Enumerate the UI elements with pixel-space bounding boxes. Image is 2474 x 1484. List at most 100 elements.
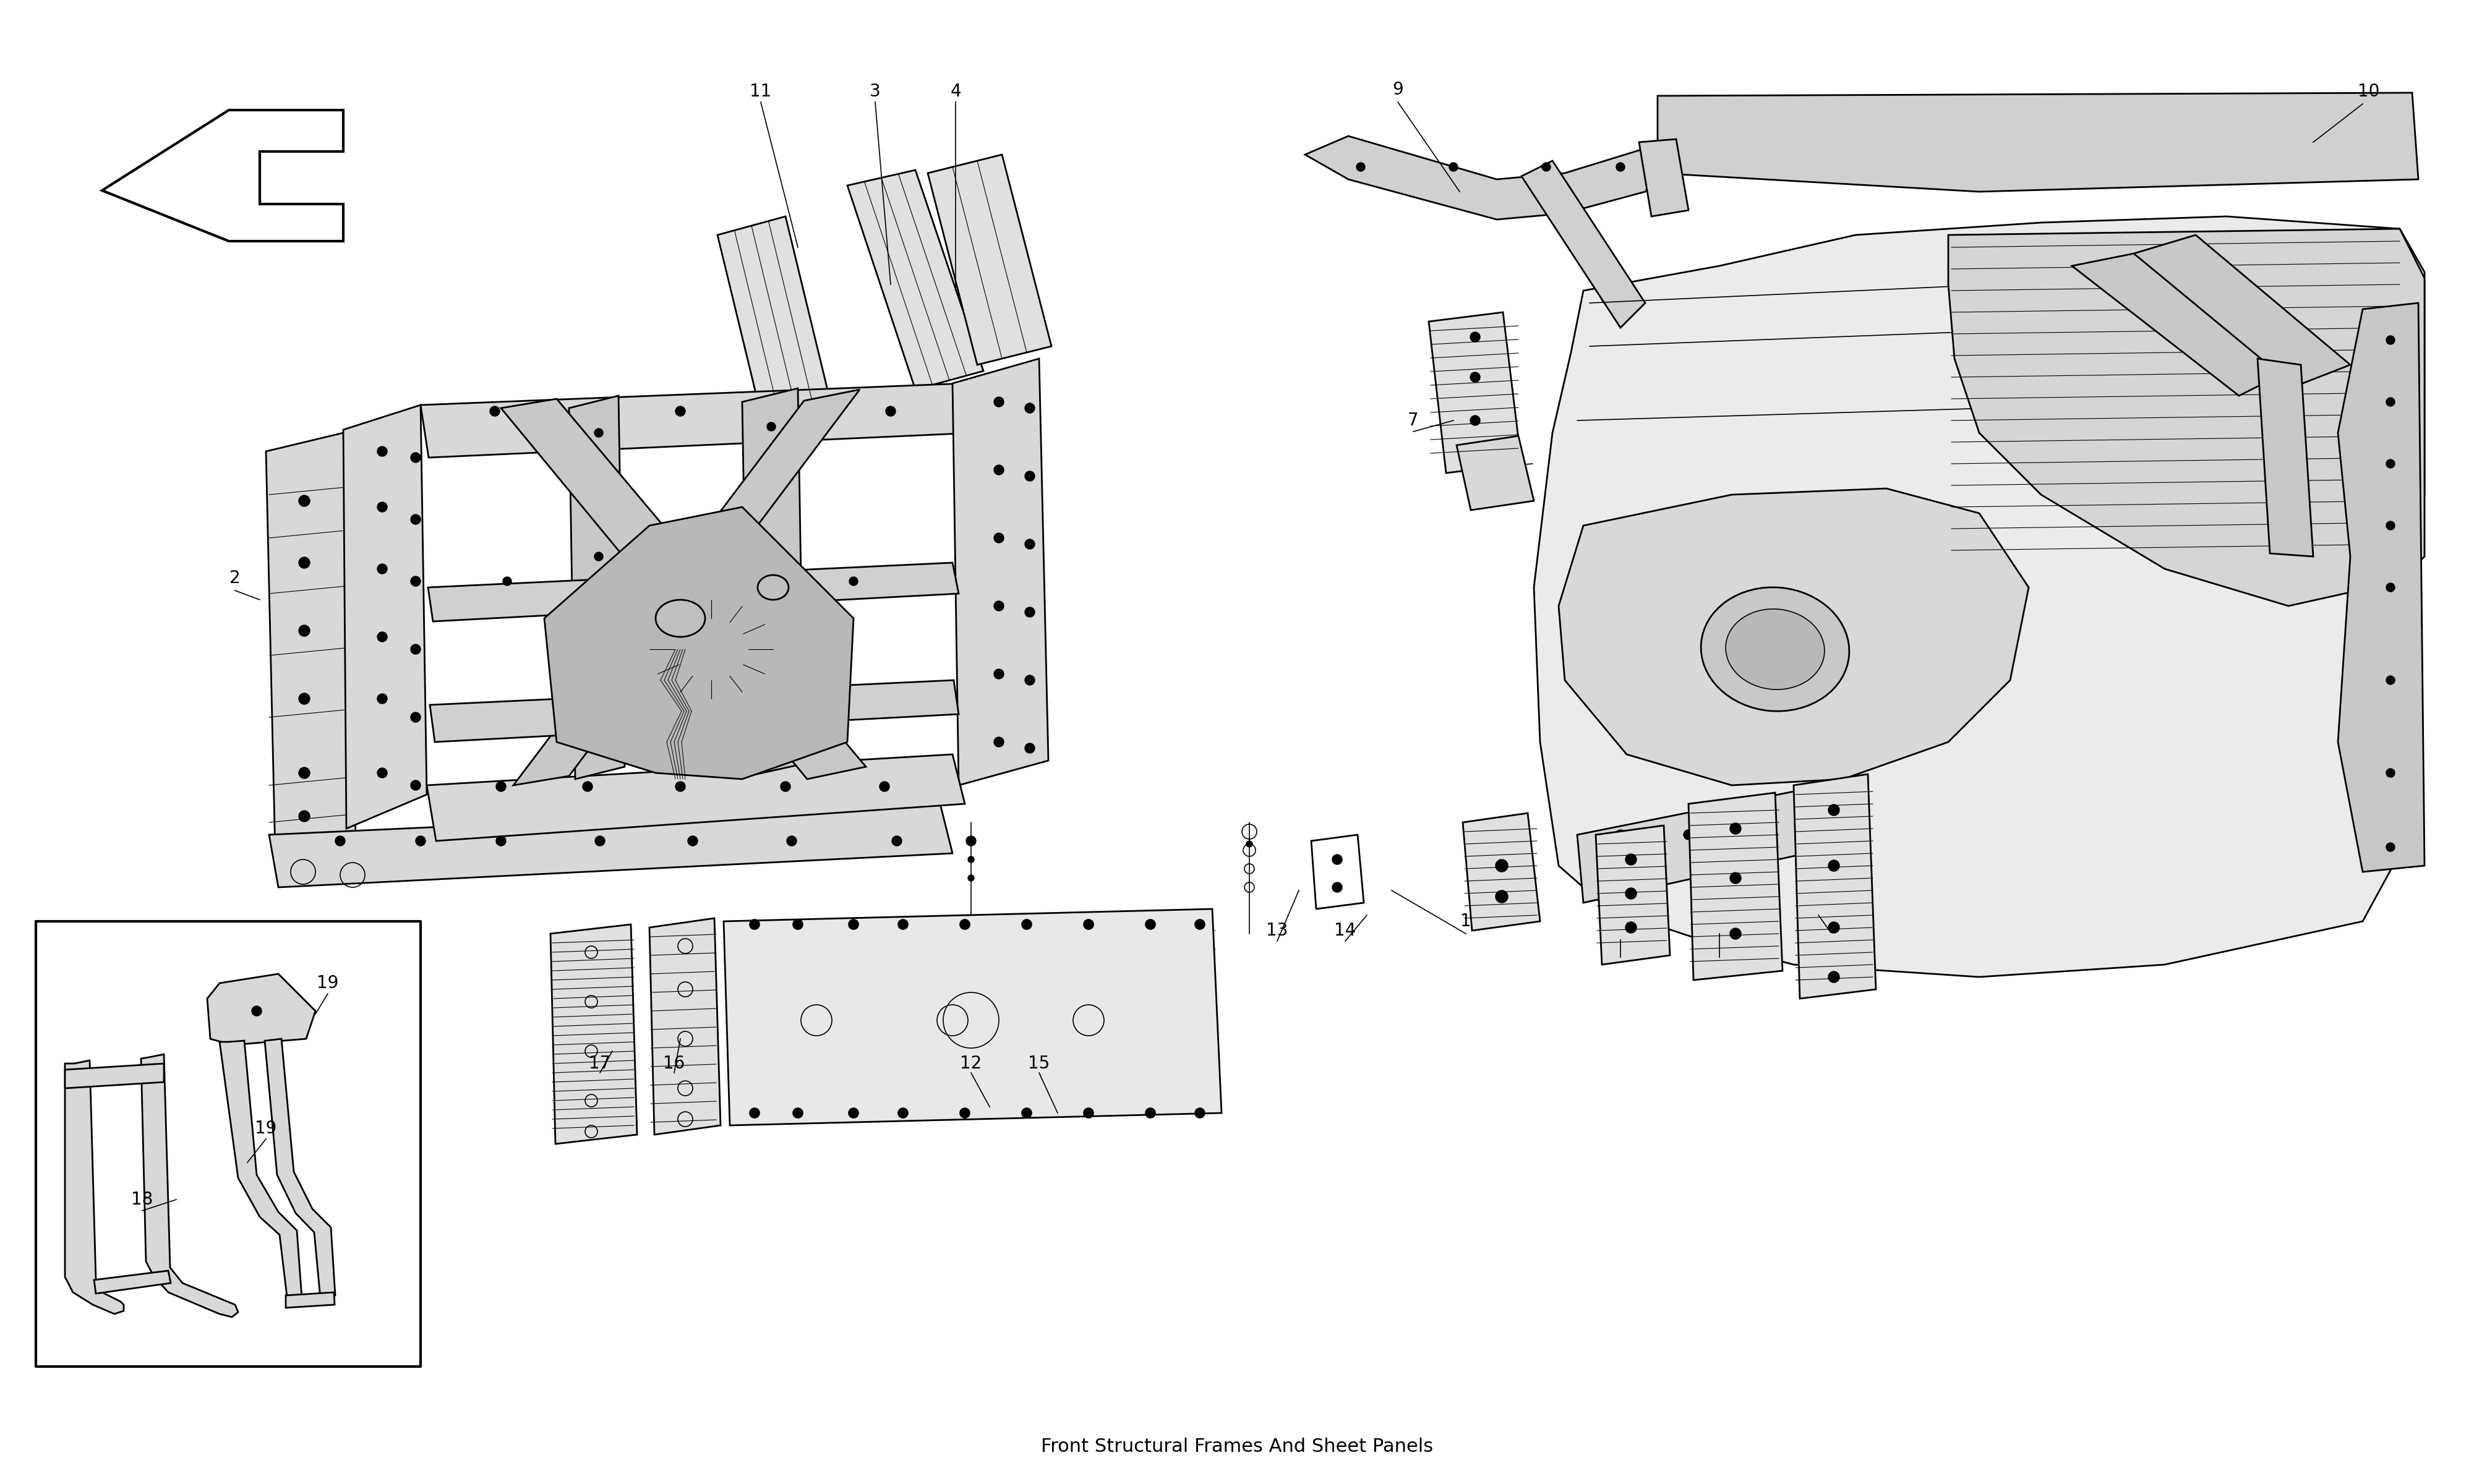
Polygon shape — [1578, 791, 1806, 902]
Polygon shape — [265, 1039, 336, 1298]
Polygon shape — [1559, 488, 2029, 785]
Circle shape — [299, 496, 309, 506]
Circle shape — [1828, 972, 1841, 982]
Polygon shape — [500, 399, 866, 779]
Circle shape — [376, 769, 386, 778]
Ellipse shape — [1727, 608, 1823, 690]
Circle shape — [376, 447, 386, 457]
Circle shape — [1625, 887, 1638, 899]
Circle shape — [1024, 743, 1034, 752]
Text: 18: 18 — [131, 1190, 153, 1208]
Polygon shape — [2256, 359, 2313, 556]
Circle shape — [1729, 873, 1742, 883]
Text: 19: 19 — [255, 1120, 277, 1137]
Polygon shape — [101, 110, 344, 240]
Polygon shape — [515, 389, 861, 785]
Circle shape — [594, 490, 604, 499]
Circle shape — [376, 693, 386, 703]
Polygon shape — [1794, 775, 1875, 999]
Circle shape — [898, 1109, 908, 1117]
Polygon shape — [267, 433, 356, 853]
Circle shape — [995, 533, 1004, 543]
Polygon shape — [287, 1293, 334, 1307]
Circle shape — [299, 693, 309, 705]
Polygon shape — [1306, 137, 1670, 220]
Circle shape — [299, 556, 309, 568]
Circle shape — [594, 675, 604, 684]
Circle shape — [967, 876, 975, 881]
Circle shape — [1729, 824, 1742, 834]
Circle shape — [1024, 404, 1034, 413]
Text: 8: 8 — [1826, 913, 1836, 930]
Text: 9: 9 — [1393, 82, 1403, 98]
Circle shape — [1247, 841, 1252, 847]
Polygon shape — [428, 562, 960, 622]
Polygon shape — [717, 217, 836, 439]
Circle shape — [1470, 416, 1479, 426]
Ellipse shape — [1702, 588, 1848, 711]
Circle shape — [594, 552, 604, 561]
Circle shape — [495, 835, 507, 846]
Polygon shape — [64, 1064, 163, 1088]
Circle shape — [750, 1109, 760, 1117]
Circle shape — [849, 1109, 858, 1117]
Circle shape — [1024, 472, 1034, 481]
Polygon shape — [430, 680, 960, 742]
Circle shape — [1145, 1109, 1155, 1117]
Polygon shape — [569, 396, 623, 779]
Circle shape — [767, 487, 777, 496]
Circle shape — [995, 601, 1004, 611]
Circle shape — [2385, 675, 2395, 684]
Text: 2: 2 — [230, 570, 240, 586]
Circle shape — [1470, 372, 1479, 381]
Polygon shape — [648, 919, 720, 1135]
Circle shape — [995, 669, 1004, 680]
Circle shape — [881, 782, 891, 791]
Circle shape — [1729, 927, 1742, 939]
Circle shape — [2385, 583, 2395, 592]
Polygon shape — [928, 154, 1051, 365]
Circle shape — [495, 782, 507, 791]
Circle shape — [787, 407, 797, 416]
Circle shape — [1470, 332, 1479, 341]
Circle shape — [1828, 861, 1841, 871]
Polygon shape — [428, 754, 965, 841]
Circle shape — [594, 614, 604, 623]
Circle shape — [898, 920, 908, 929]
Circle shape — [601, 577, 611, 586]
Circle shape — [376, 564, 386, 574]
Polygon shape — [1638, 139, 1687, 217]
Circle shape — [2385, 769, 2395, 778]
Circle shape — [594, 738, 604, 746]
Circle shape — [1356, 163, 1366, 171]
Polygon shape — [549, 925, 638, 1144]
Circle shape — [376, 502, 386, 512]
Polygon shape — [544, 508, 854, 779]
Polygon shape — [1658, 92, 2420, 191]
Circle shape — [411, 644, 421, 654]
Circle shape — [411, 453, 421, 463]
Circle shape — [1022, 1109, 1032, 1117]
Circle shape — [965, 835, 975, 846]
Circle shape — [376, 632, 386, 641]
Circle shape — [886, 407, 896, 416]
Circle shape — [960, 1109, 970, 1117]
Circle shape — [1625, 853, 1638, 865]
Circle shape — [688, 835, 698, 846]
Circle shape — [1828, 922, 1841, 933]
Circle shape — [1470, 450, 1479, 460]
Circle shape — [1764, 830, 1774, 840]
Circle shape — [782, 782, 792, 791]
Polygon shape — [1596, 825, 1670, 965]
Circle shape — [1331, 855, 1341, 864]
Polygon shape — [1534, 217, 2425, 976]
Circle shape — [299, 810, 309, 822]
Circle shape — [675, 782, 685, 791]
Circle shape — [411, 712, 421, 723]
Circle shape — [787, 835, 797, 846]
Circle shape — [767, 552, 777, 561]
Ellipse shape — [656, 600, 705, 637]
Circle shape — [1494, 859, 1509, 871]
Circle shape — [995, 396, 1004, 407]
Text: 4: 4 — [950, 83, 960, 99]
